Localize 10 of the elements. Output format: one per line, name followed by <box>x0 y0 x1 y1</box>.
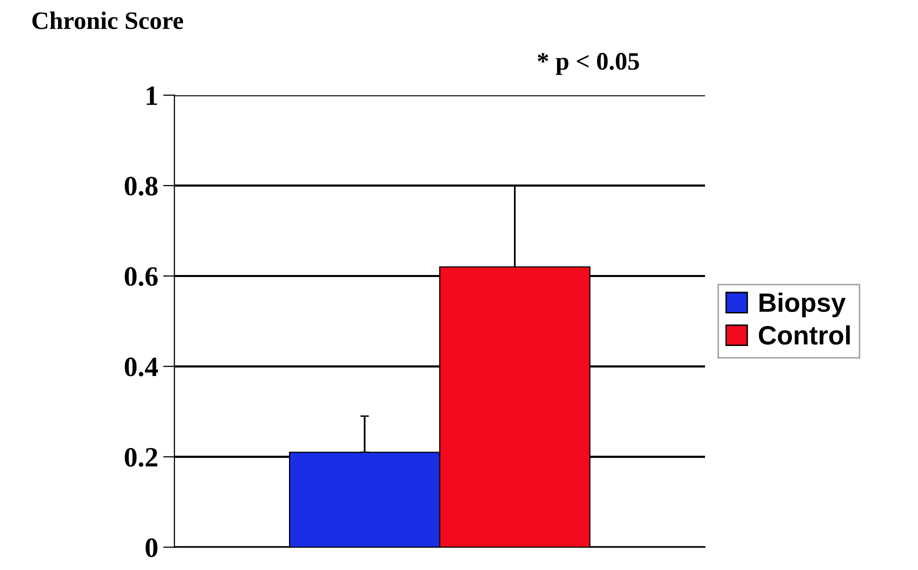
legend-label: Control <box>758 325 850 345</box>
y-tick-label: 0.2 <box>124 448 158 467</box>
y-tick-label: 0.4 <box>124 358 158 376</box>
y-tick-label: 0.6 <box>124 267 158 286</box>
y-axis-title: Chronic Score <box>32 12 184 30</box>
y-tick-label: 1 <box>146 86 158 105</box>
text: * p < 0.05 <box>538 52 639 75</box>
y-tick-label: 0.8 <box>124 176 158 196</box>
legend-label: Biopsy <box>760 292 846 318</box>
y-tick-label: 0 <box>146 538 158 558</box>
